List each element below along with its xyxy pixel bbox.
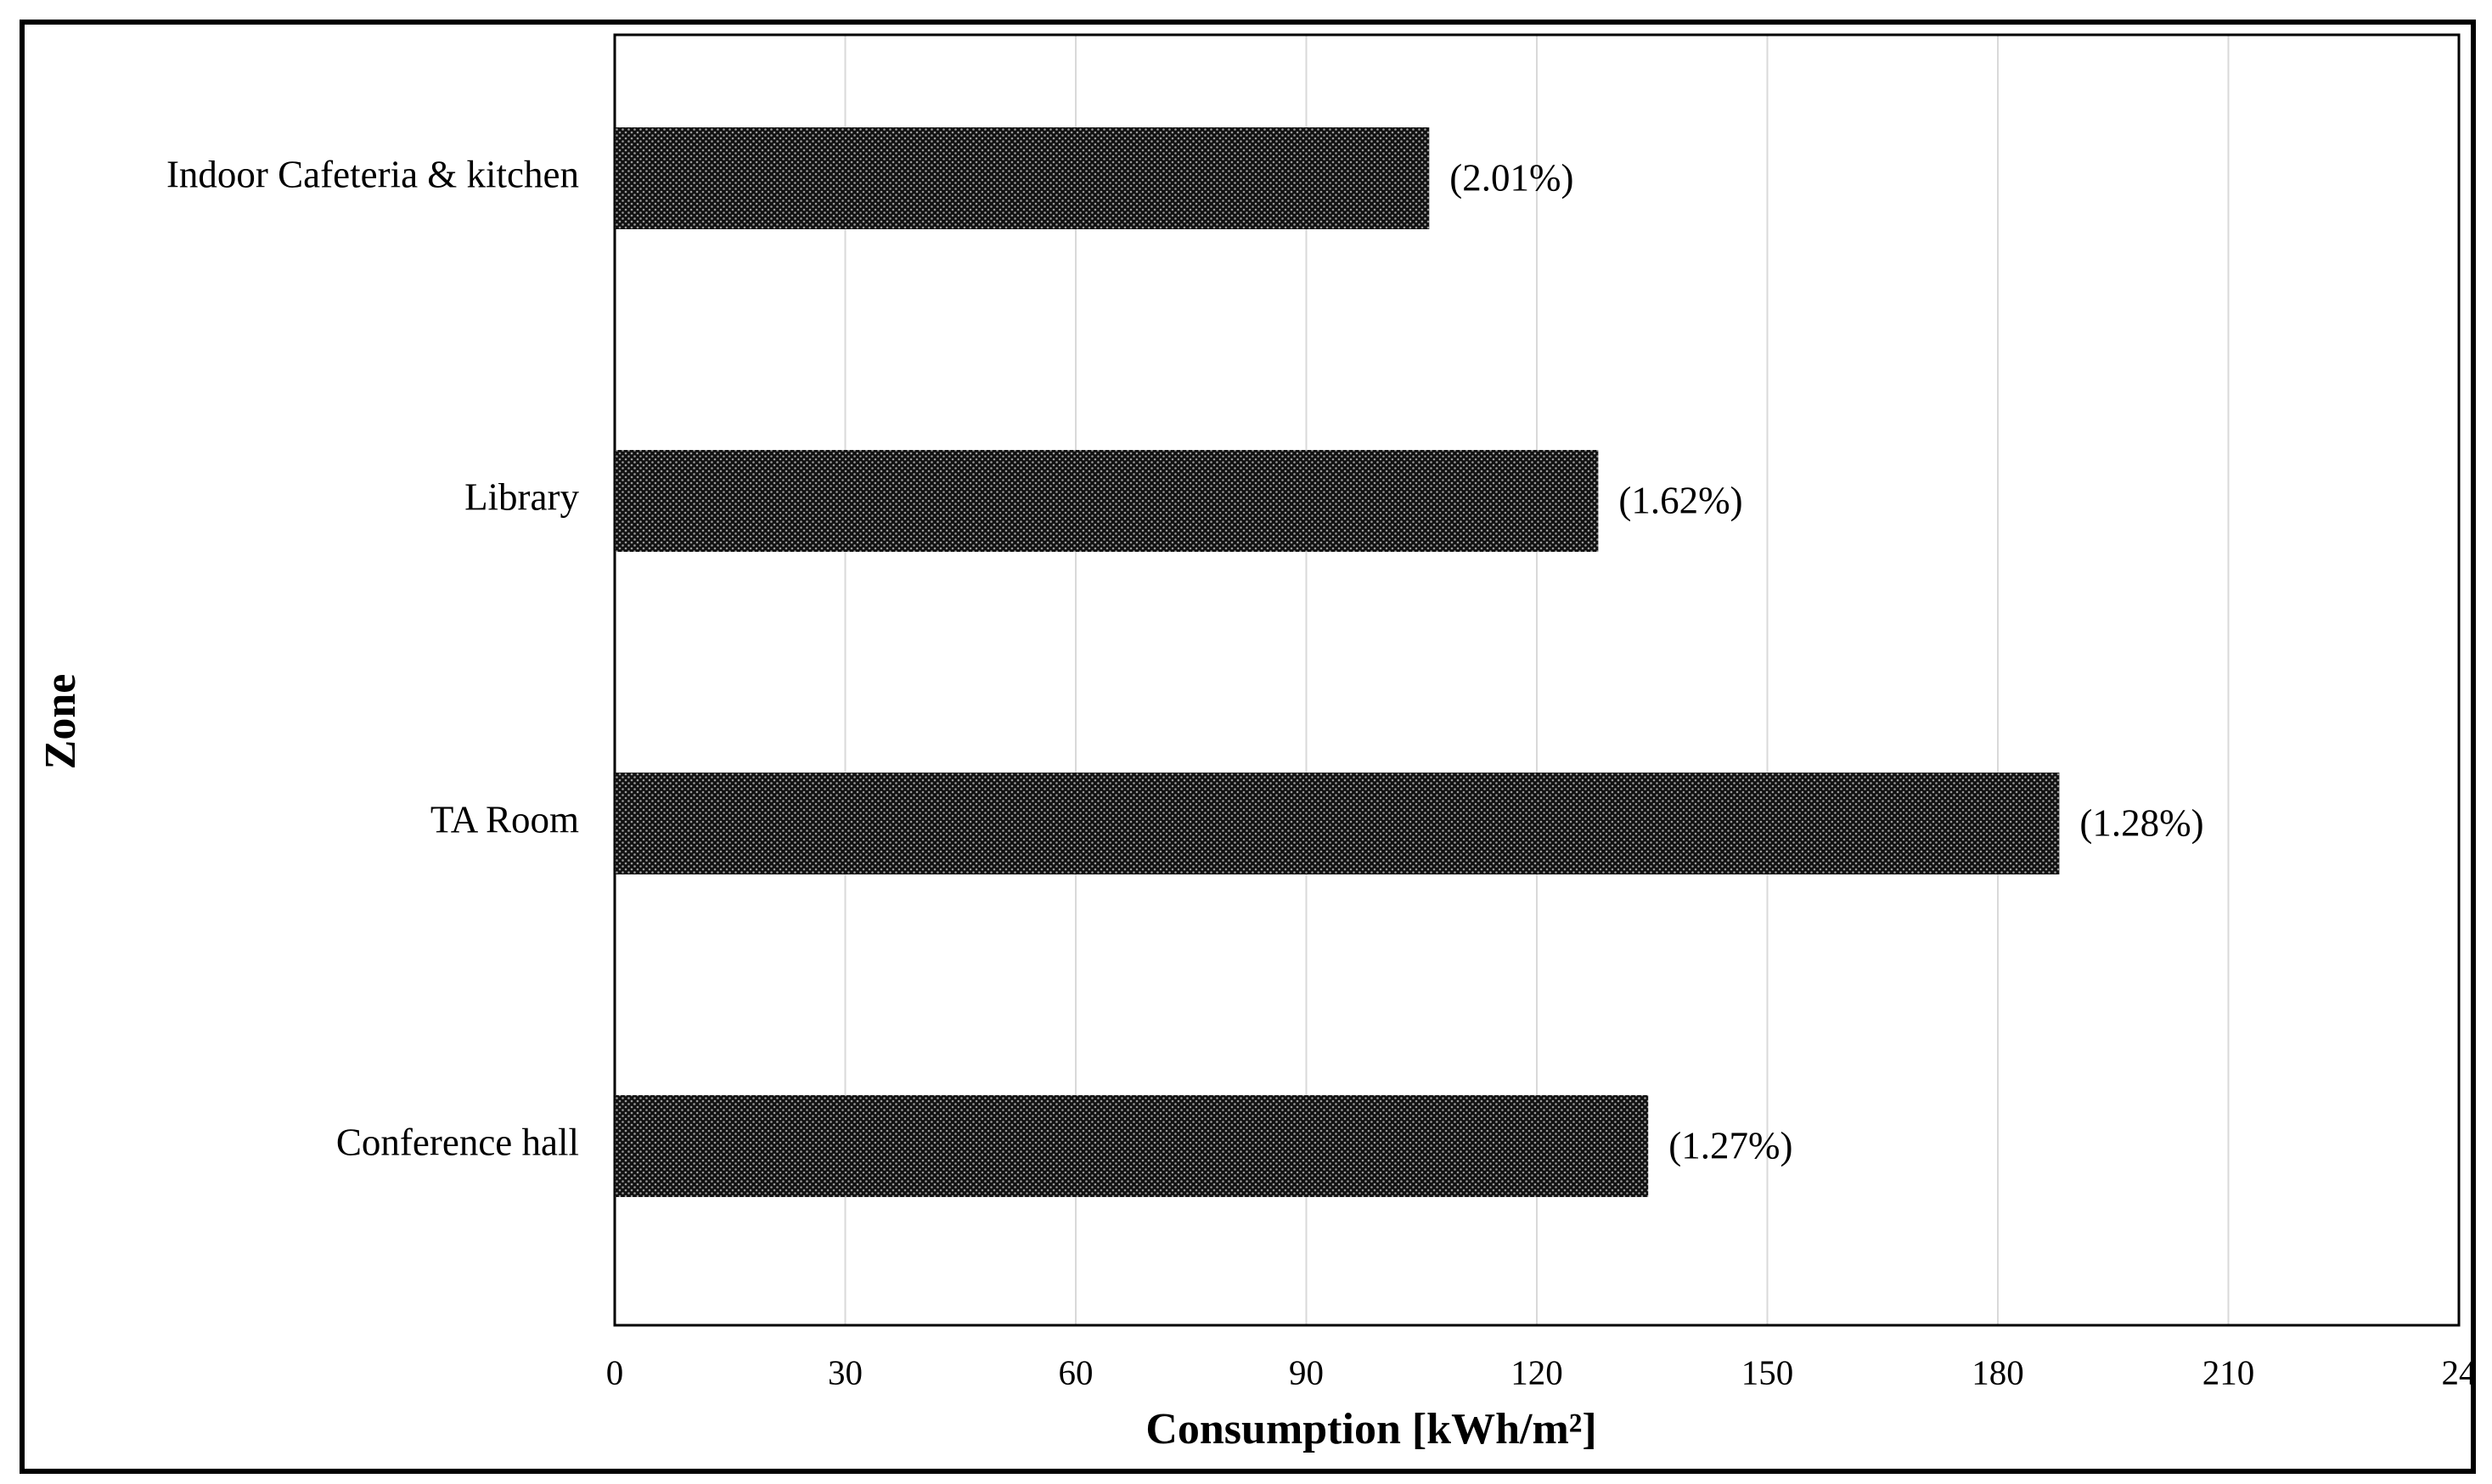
bar: [615, 1095, 1649, 1197]
bar-annotation: (1.62%): [1618, 479, 1742, 521]
y-tick-label: TA Room: [430, 798, 579, 840]
x-tick-label: 0: [606, 1352, 624, 1391]
x-tick-label: 210: [2202, 1352, 2255, 1391]
frame: [20, 20, 2476, 1474]
bar: [615, 450, 1599, 552]
x-tick-label: 60: [1059, 1352, 1094, 1391]
y-axis-title: Zone: [37, 674, 85, 770]
plot-area: [613, 33, 2461, 1327]
x-axis-title: Consumption [kWh/m²]: [1145, 1405, 1596, 1453]
x-tick-label: 30: [828, 1352, 863, 1391]
bar-annotation: (2.01%): [1449, 156, 1573, 199]
y-tick-label: Conference hall: [336, 1121, 579, 1163]
x-tick-label: 150: [1741, 1352, 1794, 1391]
bar-annotation: (1.28%): [2079, 801, 2203, 844]
y-tick-label: Indoor Cafeteria & kitchen: [166, 153, 579, 195]
bar: [615, 773, 2060, 874]
x-tick-label: 120: [1510, 1352, 1563, 1391]
bar: [615, 127, 1430, 229]
x-tick-label: 90: [1289, 1352, 1324, 1391]
bar-annotation: (1.27%): [1668, 1124, 1792, 1166]
x-tick-label: 24: [2442, 1352, 2477, 1391]
y-tick-label: Library: [464, 475, 579, 518]
x-tick-label: 180: [1972, 1352, 2024, 1391]
